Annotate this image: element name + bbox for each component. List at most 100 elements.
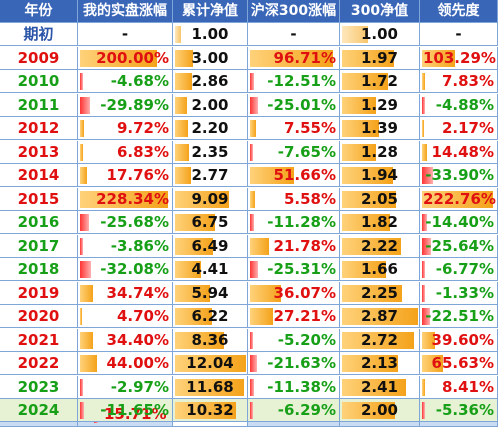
- hs300-nav-value: 1.72: [360, 72, 398, 90]
- cell-mine: 9.72%: [78, 117, 173, 140]
- value-bar: [342, 308, 418, 325]
- hs300-nav-value: 2.22: [360, 236, 398, 255]
- cell-hs: 7.55%: [248, 117, 340, 140]
- cell-mine: -25.68%: [78, 211, 173, 234]
- cell-year: 2014: [0, 164, 78, 187]
- my-return-value: -11.65%: [100, 401, 169, 419]
- hs300-return-value: -25.31%: [267, 260, 336, 278]
- lead-value: -1.33%: [435, 283, 494, 302]
- lead-value: 8.41%: [441, 377, 494, 396]
- year-label: 2020: [17, 307, 60, 325]
- cell-mine: -: [78, 23, 173, 46]
- cell-lead: 7.83%: [420, 70, 498, 93]
- my-nav-value: 2.77: [191, 166, 229, 184]
- value-bar: [342, 402, 395, 419]
- lead-value: 2.17%: [441, 119, 494, 137]
- cell-lead: 2.17%: [420, 117, 498, 140]
- cell-lead: -14.40%: [420, 211, 498, 234]
- header-my-nav: 累计净值: [173, 0, 248, 23]
- hs300-nav-value: 2.05: [360, 189, 398, 208]
- value-bar: [175, 261, 201, 278]
- my-return-value: 17.76%: [106, 166, 169, 184]
- year-label: 2009: [17, 48, 60, 67]
- hs300-return-value: 21.78%: [273, 236, 336, 255]
- value-bar: [175, 214, 215, 231]
- hs300-nav-value: 1.00: [360, 25, 398, 43]
- header-lead: 领先度: [420, 0, 498, 23]
- cell-hs: -6.29%: [248, 399, 340, 422]
- hs300-return-value: -11.38%: [267, 377, 336, 396]
- value-bar: [175, 143, 189, 161]
- cell-lead: 103.29%: [420, 46, 498, 70]
- value-bar: [342, 378, 406, 396]
- cell-hs: -11.28%: [248, 211, 340, 234]
- value-bar: [250, 237, 269, 255]
- cell-mine: 34.40%: [78, 328, 173, 352]
- cell-nav: 1.00: [173, 23, 248, 46]
- value-bar: [422, 284, 425, 302]
- value-bar: [175, 96, 187, 114]
- header-my-return: 我的实盘涨幅: [78, 0, 173, 23]
- lead-value: -25.64%: [425, 236, 494, 255]
- hs300-nav-value: 2.13: [360, 354, 398, 372]
- hs300-return-value: 96.71%: [273, 48, 336, 67]
- value-bar: [342, 261, 386, 278]
- cell-hs: 21.78%: [248, 234, 340, 258]
- hs300-return-value: 27.21%: [273, 307, 336, 325]
- value-bar: [250, 143, 253, 161]
- table-row: 2013 6.83% 2.35 -7.65% 1.28 14.48%: [0, 140, 498, 164]
- value-bar: [80, 214, 89, 231]
- cell-hs: -7.65%: [248, 140, 340, 164]
- lead-value: -6.77%: [435, 260, 494, 278]
- cell-hsnav: 1.28: [340, 140, 420, 164]
- cell-nav: 4.41: [173, 258, 248, 281]
- hs300-return-value: -7.65%: [277, 142, 336, 161]
- table-row: 2019 34.74% 5.94 36.07% 2.25 -1.33%: [0, 281, 498, 305]
- cell-year: 2020: [0, 305, 78, 328]
- value-bar: [175, 284, 211, 302]
- cell-nav: 12.04: [173, 352, 248, 375]
- cell-mine: 6.83%: [78, 140, 173, 164]
- value-bar: [250, 96, 259, 114]
- value-bar: [80, 355, 98, 372]
- year-label: 2023: [17, 377, 60, 396]
- hs300-return-value: -: [290, 25, 297, 43]
- my-nav-value: 12.04: [186, 354, 234, 372]
- table-row: 2023 -2.97% 11.68 -11.38% 2.41 8.41%: [0, 375, 498, 399]
- header-hs300-return: 沪深300涨幅: [248, 0, 340, 23]
- value-bar: [422, 49, 456, 67]
- cell-hsnav: 1.00: [340, 23, 420, 46]
- my-nav-value: 5.94: [191, 283, 229, 302]
- table-row: 2015 228.34% 9.09 5.58% 2.05 222.76%: [0, 187, 498, 211]
- value-bar: [80, 120, 84, 137]
- cell-hsnav: 2.22: [340, 234, 420, 258]
- hs300-nav-value: 1.82: [360, 213, 398, 231]
- cell-nav: 2.20: [173, 117, 248, 140]
- value-bar: [250, 308, 274, 325]
- cell-hs: -11.38%: [248, 375, 340, 399]
- value-bar: [175, 237, 214, 255]
- value-bar: [342, 167, 394, 184]
- value-bar: [175, 167, 192, 184]
- my-return-value: -25.68%: [100, 213, 169, 231]
- cell-hsnav: 1.66: [340, 258, 420, 281]
- value-bar: [250, 284, 282, 302]
- year-label: 2024: [17, 401, 60, 419]
- year-label: 2019: [17, 283, 60, 302]
- cell-year: 2024: [0, 399, 78, 422]
- cell-hs: 27.21%: [248, 305, 340, 328]
- hs300-nav-value: 1.97: [360, 48, 398, 67]
- value-bar: [175, 355, 246, 372]
- hs300-nav-value: 2.72: [360, 330, 398, 349]
- year-label: 2013: [17, 142, 60, 161]
- my-nav-value: 10.32: [186, 401, 234, 419]
- value-bar: [422, 73, 425, 90]
- cell-hsnav: 1.97: [340, 46, 420, 70]
- my-return-value: 228.34%: [96, 189, 169, 208]
- value-bar: [80, 308, 82, 325]
- cell-year: 2022: [0, 352, 78, 375]
- cell-hs: 96.71%: [248, 46, 340, 70]
- value-bar: [250, 120, 257, 137]
- table-row: 2017 -3.86% 6.49 21.78% 2.22 -25.64%: [0, 234, 498, 258]
